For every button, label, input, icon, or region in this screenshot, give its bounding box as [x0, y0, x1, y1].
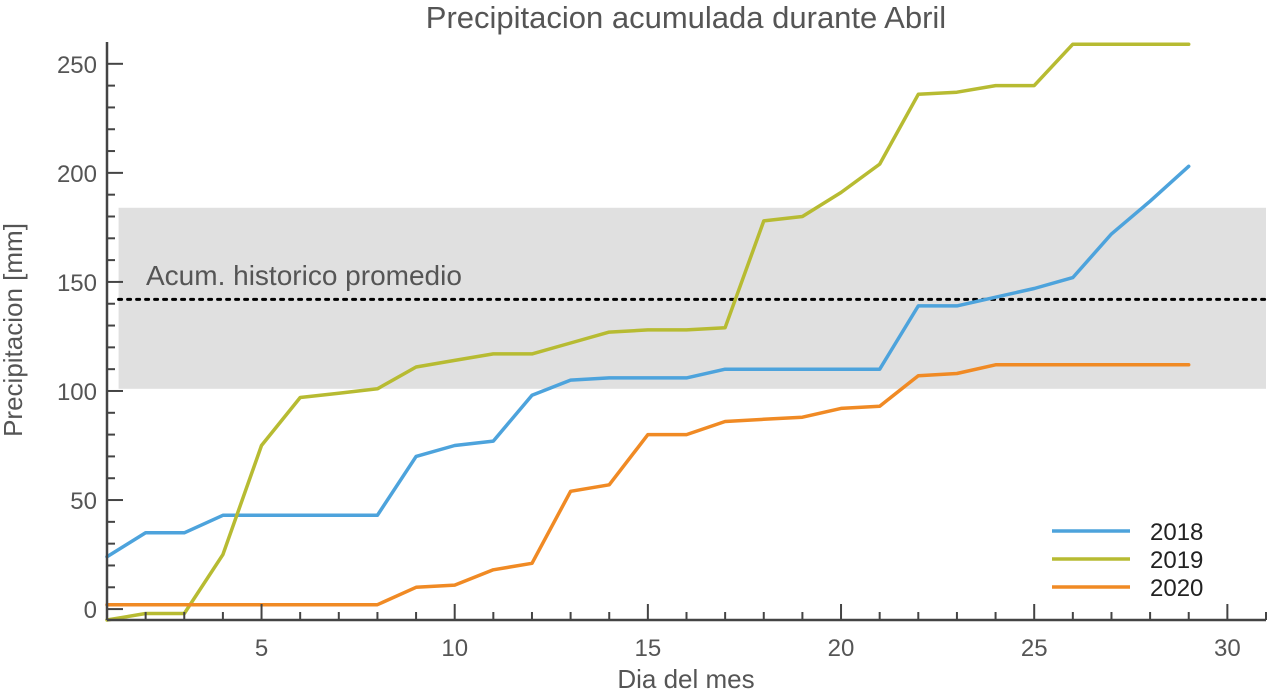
x-tick-label: 25	[1021, 635, 1048, 662]
x-tick-label: 30	[1214, 635, 1241, 662]
y-tick-label: 100	[57, 379, 97, 406]
y-tick-label: 150	[57, 270, 97, 297]
series-line-2019	[105, 42, 1191, 622]
y-tick-label: 250	[57, 52, 97, 79]
x-tick-label: 5	[255, 635, 268, 662]
ticks: 0 50 100 150 200 250 5 10 15 20 25 30	[57, 52, 1267, 662]
y-tick-label: 50	[70, 488, 97, 515]
legend-label-2018: 2018	[1150, 519, 1203, 546]
x-axis-label: Dia del mes	[617, 664, 754, 691]
x-tick-label: 20	[828, 635, 855, 662]
series-line-2018	[105, 164, 1191, 559]
band-label: Acum. historico promedio	[146, 260, 462, 291]
x-tick-label: 15	[635, 635, 662, 662]
chart-title: Precipitacion acumulada durante Abril	[426, 0, 946, 35]
series-lines	[105, 42, 1191, 622]
y-tick-label: 200	[57, 161, 97, 188]
legend-label-2020: 2020	[1150, 575, 1203, 602]
y-tick-label: 0	[84, 597, 97, 624]
series-line-2020	[105, 363, 1191, 607]
historical-band	[117, 207, 1268, 389]
legend-label-2019: 2019	[1150, 547, 1203, 574]
y-axis-label: Precipitacion [mm]	[0, 223, 28, 437]
x-tick-label: 10	[441, 635, 468, 662]
